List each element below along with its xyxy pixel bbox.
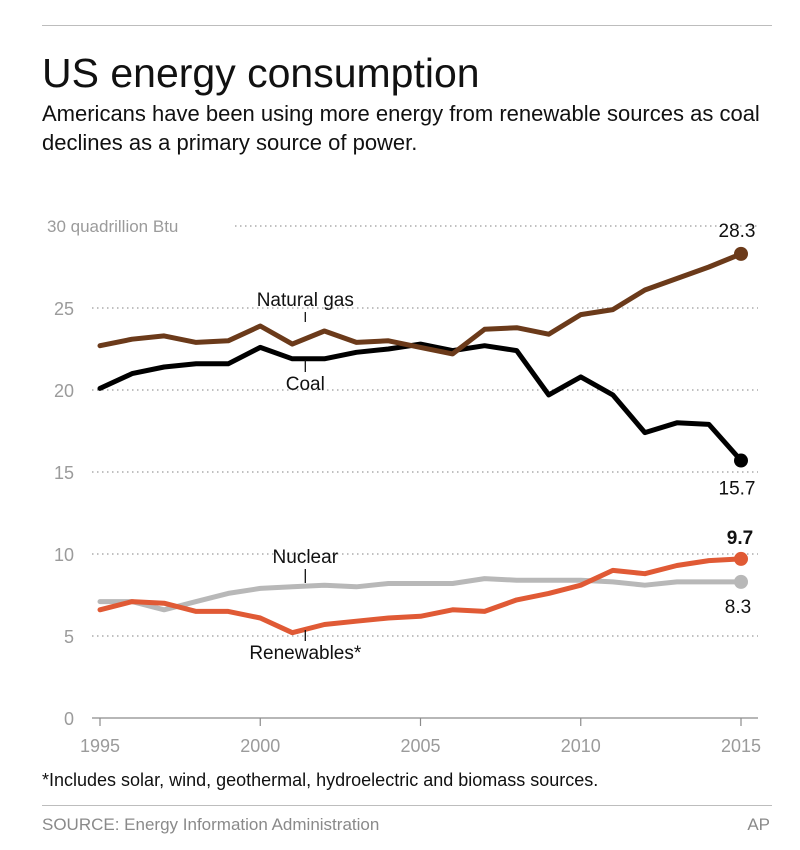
nuclear-end-marker xyxy=(734,574,748,589)
coal-series-line xyxy=(97,341,744,463)
natural-gas-end-label: 28.3 xyxy=(719,221,756,242)
y-tick-label: 5 xyxy=(64,627,74,647)
x-tick-label: 2015 xyxy=(721,736,761,756)
x-tick-label: 1995 xyxy=(80,736,120,756)
y-tick-label: 15 xyxy=(54,463,74,483)
renewables-annotation: Renewables* xyxy=(249,643,362,664)
natural-gas-series-line xyxy=(97,251,744,357)
renewables-series-line xyxy=(97,556,744,636)
y-tick-label: 0 xyxy=(64,709,74,729)
chart-subtitle: Americans have been using more energy fr… xyxy=(42,101,760,155)
source-credit: SOURCE: Energy Information Administratio… xyxy=(42,815,380,834)
agency-credit: AP xyxy=(747,815,770,834)
y-tick-label: 20 xyxy=(54,381,74,401)
natural-gas-end-marker xyxy=(734,246,748,261)
nuclear-series-line xyxy=(97,576,744,613)
y-tick-label: 10 xyxy=(54,545,74,565)
x-tick-label: 2005 xyxy=(400,736,440,756)
y-tick-label: 25 xyxy=(54,299,74,319)
footnote: *Includes solar, wind, geothermal, hydro… xyxy=(42,770,599,790)
nuclear-end-label: 8.3 xyxy=(725,597,751,618)
coal-annotation: Coal xyxy=(286,374,325,395)
renewables-end-marker xyxy=(734,551,748,566)
natural-gas-annotation: Natural gas xyxy=(257,290,354,311)
x-tick-label: 2000 xyxy=(240,736,280,756)
renewables-end-label: 9.7 xyxy=(727,528,753,549)
y-tick-label: 30 quadrillion Btu xyxy=(47,217,178,236)
x-tick-label: 2010 xyxy=(561,736,601,756)
top-rule xyxy=(42,25,772,26)
coal-end-label: 15.7 xyxy=(719,479,756,500)
bottom-rule xyxy=(42,805,772,806)
coal-end-marker xyxy=(734,453,748,468)
nuclear-annotation: Nuclear xyxy=(273,547,339,568)
chart-title: US energy consumption xyxy=(42,50,480,96)
